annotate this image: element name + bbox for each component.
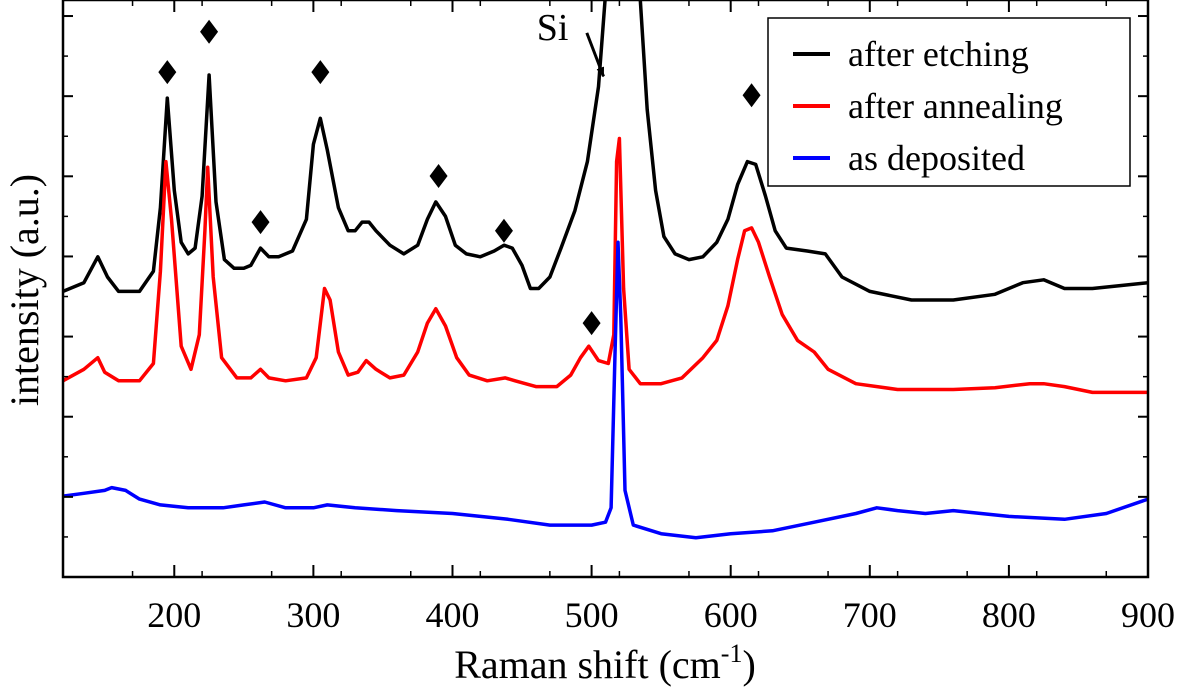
y-axis-label: intensity (a.u.) (2, 174, 47, 406)
x-tick-label: 400 (425, 595, 479, 635)
plot-frame (61, 0, 1150, 579)
series-layer (63, 0, 1148, 540)
peak-marker-diamond (494, 218, 513, 243)
x-tick-label: 600 (704, 595, 758, 635)
peak-marker-diamond (251, 210, 270, 235)
legend-label-after-annealing: after annealing (848, 86, 1063, 126)
series-line-as-deposited (63, 240, 1148, 540)
x-axis-unit-exponent: -1 (721, 639, 743, 668)
x-axis-label: Raman shift (cm-1) (454, 639, 756, 687)
x-tick-label: 900 (1121, 595, 1175, 635)
x-tick-label: 700 (843, 595, 897, 635)
legend: after etching after annealing as deposited (767, 17, 1131, 187)
x-axis-unit-close: ) (742, 642, 755, 687)
series-line-after-annealing (63, 136, 1148, 395)
x-axis-label-main: Raman shift (454, 642, 648, 687)
peak-marker-diamond (429, 163, 448, 188)
peak-marker-diamond (158, 60, 177, 85)
legend-label-as-deposited: as deposited (848, 138, 1025, 178)
si-annotation-label: Si (537, 7, 569, 49)
si-annotation-arrow (585, 32, 605, 78)
x-axis-unit: (cm (659, 642, 721, 687)
legend-label-after-etching: after etching (848, 34, 1029, 74)
peak-marker-diamond (582, 311, 601, 336)
x-tick-label: 300 (286, 595, 340, 635)
marker-layer (158, 19, 761, 336)
annotation-layer: Si (537, 7, 605, 78)
peak-marker-diamond (200, 19, 219, 44)
tick-layer: 200 300 400 500 600 700 800 900 (62, 0, 1175, 635)
x-tick-label: 200 (147, 595, 201, 635)
series-line-after-etching (63, 0, 1148, 302)
peak-marker-diamond (311, 60, 330, 85)
x-tick-label: 800 (982, 595, 1036, 635)
x-tick-label: 500 (565, 595, 619, 635)
peak-marker-diamond (742, 83, 761, 108)
